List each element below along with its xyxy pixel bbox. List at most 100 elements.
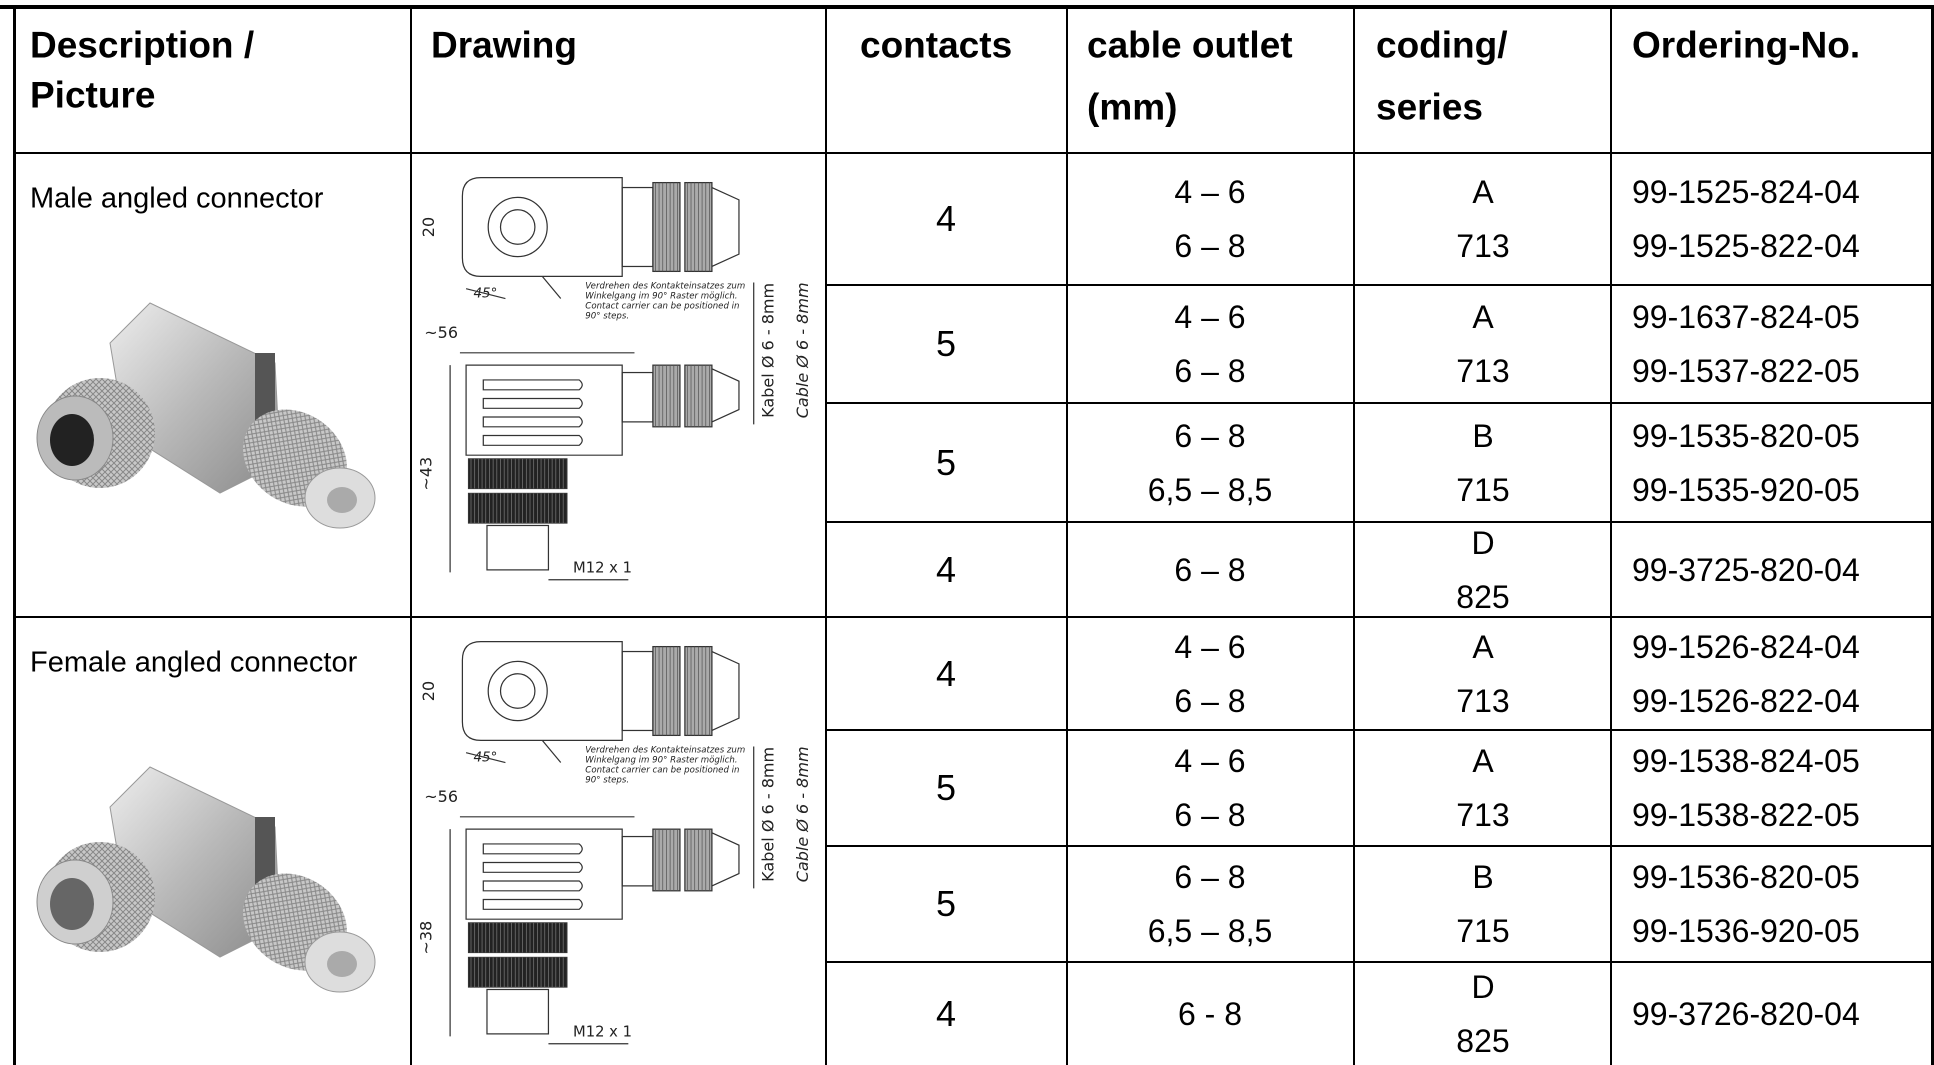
table-rule	[1353, 5, 1355, 1065]
coding: B	[1472, 859, 1494, 895]
coding: 825	[1456, 1022, 1510, 1059]
ordering-no: 99-1538-822-05	[1632, 797, 1860, 833]
cable-outlet: 6 - 8	[1177, 995, 1243, 1032]
table-rule	[1066, 5, 1068, 1065]
drawing-shape	[482, 880, 583, 892]
drawing-shape	[486, 988, 550, 1035]
drawing-label: 90° steps.	[585, 775, 629, 785]
table-rule	[13, 5, 16, 1065]
table-rule	[826, 961, 1934, 963]
drawing-shape	[486, 524, 550, 571]
contacts: 4	[935, 652, 957, 694]
drawing-shape	[461, 177, 623, 277]
coding: A	[1472, 174, 1494, 210]
table-rule	[1931, 5, 1934, 1065]
table-rule	[410, 5, 412, 1065]
drawing-shape	[467, 458, 568, 490]
coding: B	[1472, 417, 1494, 454]
cable-outlet: 6 – 8	[1174, 797, 1246, 833]
drawing-shape	[621, 650, 654, 732]
cable-outlet: 6 – 8	[1174, 859, 1246, 895]
coding: 713	[1456, 682, 1510, 719]
table-rule	[826, 729, 1934, 731]
contacts: 5	[935, 767, 957, 808]
drawing-label: M12 x 1	[573, 559, 632, 576]
table-rule	[825, 5, 827, 1065]
coding: 715	[1456, 913, 1510, 949]
cable-outlet: 6 – 8	[1174, 551, 1246, 588]
drawing-shape	[711, 832, 740, 887]
ordering-no: 99-1535-920-05	[1632, 471, 1860, 508]
ordering-no: 99-3725-820-04	[1632, 551, 1860, 588]
drawing-shape	[482, 861, 583, 873]
drawing-label: Contact carrier can be positioned in	[585, 301, 739, 311]
drawing-shape	[482, 898, 583, 910]
table-rule	[826, 402, 1934, 404]
column-header: series	[1376, 86, 1483, 128]
contacts: 4	[935, 198, 957, 239]
drawing-label: Kabel Ø 6 - 8mm	[758, 747, 777, 882]
table-rule	[826, 845, 1934, 847]
cable-outlet: 6 – 8	[1174, 417, 1246, 454]
table-rule	[1610, 5, 1612, 1065]
drawing-shape	[482, 843, 583, 855]
drawing-shape	[467, 956, 568, 988]
drawing-label: ~56	[424, 787, 458, 806]
coding: A	[1472, 743, 1494, 779]
drawing-shape	[711, 368, 740, 423]
drawing-label: Kabel Ø 6 - 8mm	[758, 283, 777, 418]
drawing-shape	[487, 660, 548, 722]
contacts: 4	[935, 548, 957, 590]
column-header: (mm)	[1087, 86, 1178, 128]
ordering-no: 99-1538-824-05	[1632, 743, 1860, 779]
drawing-shape	[482, 397, 583, 409]
column-header: Picture	[30, 74, 156, 116]
coding: 713	[1456, 228, 1510, 264]
ordering-no: 99-3726-820-04	[1632, 995, 1860, 1032]
column-header: Drawing	[431, 24, 577, 66]
cable-outlet: 4 – 6	[1174, 743, 1246, 779]
drawing-label: ~43	[417, 457, 436, 491]
drawing-shape	[465, 828, 623, 920]
coding: D	[1471, 968, 1495, 1005]
ordering-no: 99-1637-824-05	[1632, 299, 1860, 335]
table-rule	[13, 616, 1934, 618]
drawing-shape	[461, 641, 623, 741]
ordering-no: 99-1536-820-05	[1632, 859, 1860, 895]
coding: 715	[1456, 471, 1510, 508]
contacts: 5	[935, 441, 957, 483]
ordering-no: 99-1537-822-05	[1632, 353, 1860, 389]
contacts: 4	[935, 992, 957, 1034]
coding: A	[1472, 299, 1494, 335]
drawing-shape	[621, 835, 654, 887]
drawing-label: ~56	[424, 323, 458, 342]
cable-outlet: 6 – 8	[1174, 228, 1246, 264]
drawing-label: M12 x 1	[573, 1023, 632, 1040]
cable-outlet: 6,5 – 8,5	[1147, 913, 1273, 949]
table-rule	[826, 521, 1934, 523]
drawing-label: Cable Ø 6 - 8mm	[793, 746, 812, 882]
cable-hole	[327, 951, 357, 977]
cable-hole	[327, 487, 357, 513]
cable-outlet: 6 – 8	[1174, 682, 1246, 719]
drawing-shape	[465, 364, 623, 456]
connector-picture	[36, 766, 376, 993]
cable-outlet: 4 – 6	[1174, 628, 1246, 665]
drawing-label: Cable Ø 6 - 8mm	[793, 282, 812, 418]
table-rule	[0, 5, 1934, 9]
cable-outlet: 4 – 6	[1174, 174, 1246, 210]
ordering-no: 99-1525-824-04	[1632, 174, 1860, 210]
drawing-shape	[467, 922, 568, 954]
drawing-label: Winkelgang im 90° Raster möglich.	[585, 756, 737, 766]
column-header: contacts	[860, 24, 1013, 66]
drawing-shape	[482, 416, 583, 428]
drawing-shape	[499, 209, 536, 245]
column-header: coding/	[1376, 24, 1508, 66]
cable-outlet: 4 – 6	[1174, 299, 1246, 335]
description: Male angled connector	[30, 182, 324, 215]
drawing-shape	[487, 196, 548, 258]
column-header: cable outlet	[1087, 24, 1293, 66]
